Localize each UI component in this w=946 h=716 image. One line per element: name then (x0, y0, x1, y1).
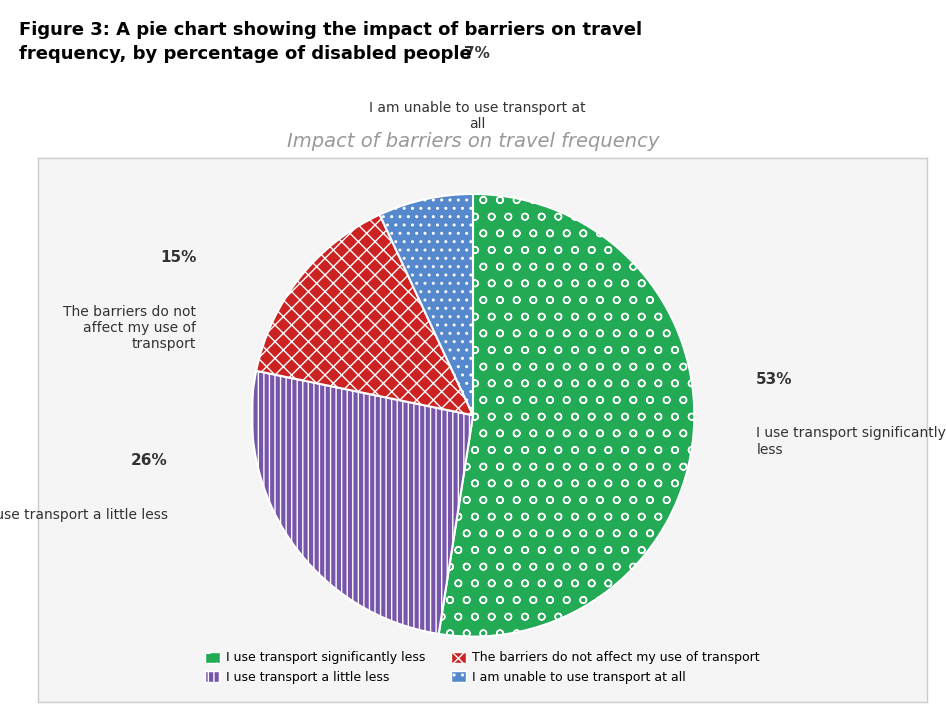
Text: 7%: 7% (464, 47, 490, 61)
Legend: I use transport significantly less, I use transport a little less, The barriers : I use transport significantly less, I us… (199, 645, 766, 690)
Text: I use transport a little less: I use transport a little less (0, 508, 167, 522)
Text: 53%: 53% (756, 372, 793, 387)
Text: The barriers do not
affect my use of
transport: The barriers do not affect my use of tra… (63, 304, 197, 351)
Wedge shape (439, 194, 694, 637)
Wedge shape (256, 215, 473, 415)
Text: 15%: 15% (160, 250, 197, 265)
Text: 26%: 26% (131, 453, 167, 468)
Wedge shape (252, 371, 473, 634)
Text: I am unable to use transport at
all: I am unable to use transport at all (369, 101, 586, 131)
Wedge shape (379, 194, 473, 415)
Title: Impact of barriers on travel frequency: Impact of barriers on travel frequency (287, 132, 659, 151)
Text: I use transport significantly
less: I use transport significantly less (756, 426, 946, 457)
Text: Figure 3: A pie chart showing the impact of barriers on travel
frequency, by per: Figure 3: A pie chart showing the impact… (19, 21, 642, 63)
